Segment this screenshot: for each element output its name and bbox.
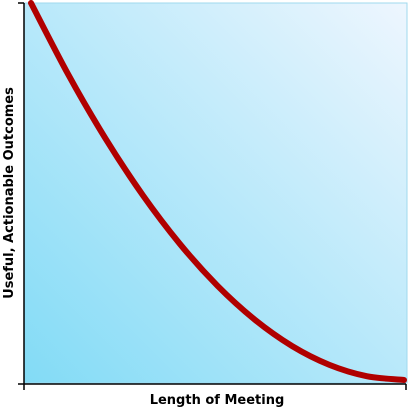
series-layer: [28, 0, 407, 383]
y-axis-label: Useful, Actionable Outcomes: [2, 87, 17, 299]
series-line-0: [28, 0, 407, 383]
plot-area: [23, 2, 408, 384]
x-axis-label: Length of Meeting: [150, 393, 285, 408]
axes: [18, 2, 407, 390]
